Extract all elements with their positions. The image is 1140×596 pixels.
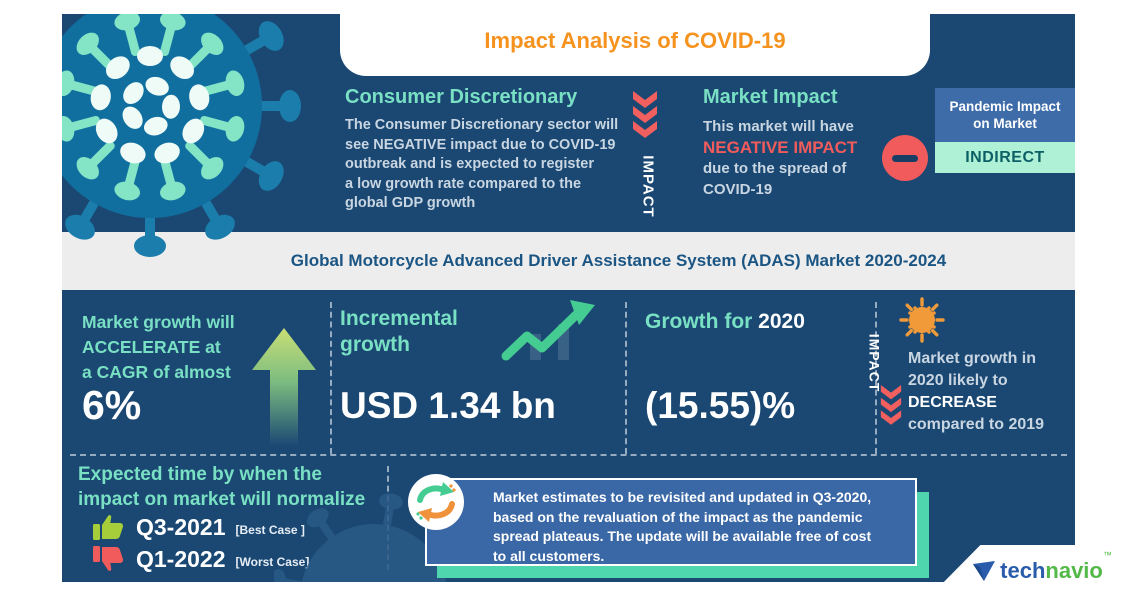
virus-icon	[898, 296, 946, 349]
incremental-growth-heading: Incremental growth	[340, 307, 458, 356]
divider	[625, 302, 627, 454]
technavio-logo-text: technavio™	[1000, 549, 1112, 583]
pandemic-impact-label: Pandemic Impact	[949, 99, 1061, 114]
trend-chart-icon	[500, 298, 600, 369]
market-impact-line: This market will have	[703, 118, 854, 135]
market-impact-line: COVID-19	[703, 181, 773, 198]
sync-arrows-icon	[408, 474, 464, 530]
decrease-text-block: Market growth in 2020 likely to DECREASE…	[908, 350, 1045, 433]
consumer-body-line: outbreak and is expected to register	[345, 156, 594, 172]
decrease-emphasis: DECREASE	[908, 394, 997, 411]
consumer-body-line: The Consumer Discretionary sector will	[345, 117, 619, 133]
market-impact-line: due to the spread of	[703, 160, 847, 177]
cagr-heading: Market growth will ACCELERATE at a CAGR …	[82, 312, 235, 382]
divider	[70, 454, 1067, 456]
normalize-heading: Expected time by when the impact on mark…	[78, 464, 366, 510]
growth-2020-heading: Growth for 2020	[645, 310, 805, 333]
consumer-discretionary-body: The Consumer Discretionary sector will s…	[345, 116, 618, 214]
best-case-quarter: Q3-2021	[136, 513, 226, 540]
market-title-band: Global Motorcycle Advanced Driver Assist…	[62, 232, 1075, 290]
note-box: Market estimates to be revisited and upd…	[425, 478, 917, 566]
pandemic-impact-box: Pandemic Impact on Market	[935, 88, 1075, 142]
impact-vertical-label: IMPACT	[639, 154, 657, 218]
consumer-body-line: global GDP growth	[345, 195, 476, 211]
page-title: Impact Analysis of COVID-19	[484, 28, 786, 53]
growth-up-arrow-icon	[252, 328, 316, 451]
stats-band: Market growth will ACCELERATE at a CAGR …	[62, 290, 1075, 582]
best-case-row: Q3-2021 [Best Case ]	[92, 512, 305, 542]
technavio-logo-icon	[973, 560, 996, 581]
thumbs-up-icon	[93, 515, 124, 540]
divider	[875, 302, 877, 454]
worst-case-label: [Worst Case]	[235, 554, 310, 569]
market-title: Global Motorcycle Advanced Driver Assist…	[290, 251, 947, 270]
consumer-discretionary-heading: Consumer Discretionary	[345, 86, 578, 108]
no-entry-icon	[882, 135, 928, 181]
coronavirus-illustration	[62, 14, 301, 257]
worst-case-row: Q1-2022 [Worst Case]	[92, 544, 309, 574]
header-banner: Impact Analysis of COVID-19	[340, 0, 930, 76]
worst-case-quarter: Q1-2022	[136, 545, 226, 572]
consumer-body-line: a low growth rate compared to the	[345, 175, 582, 192]
best-case-label: [Best Case ]	[235, 522, 305, 537]
incremental-growth-value: USD 1.34 bn	[340, 385, 556, 426]
growth-2020-value: (15.55)%	[645, 385, 796, 426]
negative-impact-text: NEGATIVE IMPACT	[703, 138, 858, 157]
cagr-value: 6%	[82, 382, 142, 428]
indirect-badge: INDIRECT	[935, 142, 1075, 173]
market-impact-body: This market will have NEGATIVE IMPACT du…	[703, 116, 857, 200]
divider	[330, 302, 332, 454]
pandemic-impact-label: on Market	[973, 116, 1037, 131]
market-impact-heading: Market Impact	[703, 86, 838, 108]
consumer-body-line: see NEGATIVE impact due to COVID-19	[345, 136, 616, 153]
chevron-down-icon	[632, 90, 658, 149]
chevron-down-icon	[880, 384, 902, 435]
thumbs-down-icon	[93, 546, 124, 571]
